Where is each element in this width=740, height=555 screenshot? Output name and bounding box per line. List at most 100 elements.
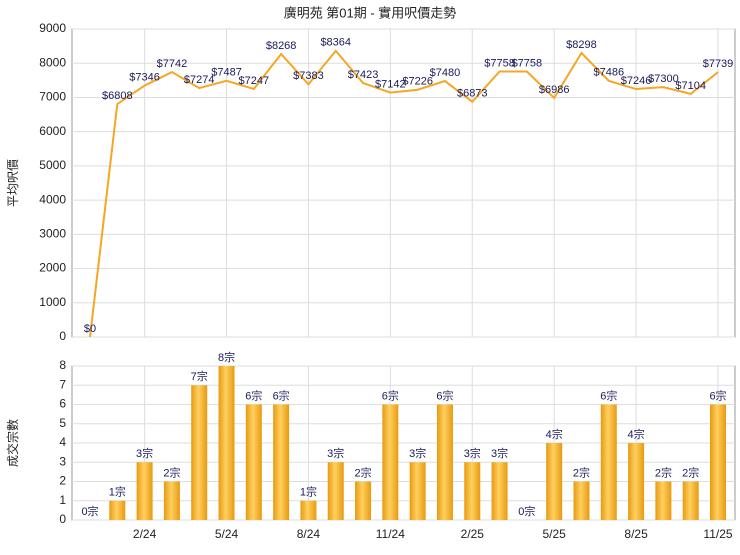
y-tick-label: 6 [59,397,66,411]
y-tick-label: 8 [59,358,66,372]
data-label: $8364 [320,37,351,49]
y-tick-label: 0 [59,329,66,343]
data-label: $7758 [484,57,515,69]
data-label: 2宗 [682,465,699,479]
x-tick-label: 11/24 [376,527,405,541]
x-tick-label: 5/24 [215,527,239,541]
data-label: $7246 [621,75,652,87]
x-tick-label: 5/25 [542,527,566,541]
y-tick-label: 5000 [39,158,66,172]
bar [409,462,426,520]
data-label: $7226 [402,76,433,88]
data-label: 4宗 [546,427,563,441]
y-axis-label: 平均呎價 [6,159,20,207]
y-axis-label: 成交宗數 [5,419,20,467]
x-tick-label: 2/24 [133,527,157,541]
y-tick-label: 3000 [39,227,66,241]
data-label: 3宗 [491,446,508,460]
plot-area [71,28,736,338]
bar [273,404,290,520]
bar [355,481,372,520]
data-label: 3宗 [136,446,153,460]
data-label: $7274 [184,74,215,86]
data-label: 6宗 [436,388,453,402]
data-label: 0宗 [81,504,98,518]
x-tick-label: 8/24 [297,527,321,541]
bar [382,404,399,520]
data-label: $7423 [348,69,379,81]
data-label: 3宗 [409,446,426,460]
bar [464,462,481,520]
data-label: 6宗 [382,388,399,402]
data-label: 3宗 [327,446,344,460]
bar [710,404,726,520]
data-label: $7300 [648,73,679,85]
data-label: $7104 [675,80,706,92]
x-tick-label: 2/25 [461,527,485,541]
data-label: $7742 [157,58,188,70]
data-label: $6873 [457,88,488,100]
y-tick-label: 1 [59,493,66,507]
y-tick-label: 7 [59,377,66,391]
bar [491,462,508,520]
y-tick-label: 2 [59,474,66,488]
data-label: $7480 [430,67,461,79]
y-tick-label: 2000 [39,261,66,275]
bar [546,443,563,520]
y-tick-label: 3 [59,454,66,468]
data-label: 6宗 [600,388,617,402]
data-label: 2宗 [573,465,590,479]
data-label: 1宗 [109,485,126,499]
bar [655,481,672,520]
data-label: $8298 [566,39,597,51]
x-tick-label: 8/25 [624,527,648,541]
data-label: 4宗 [628,427,645,441]
chart-title: 廣明苑 第01期 - 實用呎價走勢 [284,5,457,20]
bar [218,366,235,520]
y-tick-label: 9000 [39,21,66,35]
data-label: 1宗 [300,485,317,499]
bar [573,481,590,520]
line [89,49,719,338]
data-label: $7383 [293,70,324,82]
bar [109,500,126,520]
data-label: 2宗 [655,465,672,479]
data-label: 7宗 [191,369,208,383]
y-tick-label: 4000 [39,192,66,206]
bar [682,481,699,520]
data-label: $7486 [593,67,624,79]
bar [628,443,645,520]
data-label: $7247 [239,75,270,87]
x-tick-label: 11/25 [703,527,732,541]
data-label: 6宗 [709,388,726,402]
y-tick-label: 8000 [39,55,66,69]
data-label: $7739 [703,58,734,70]
data-label: $7487 [211,67,242,79]
bar [327,462,344,520]
data-label: $0 [84,323,96,335]
data-label: $7346 [129,72,160,84]
data-label: 0宗 [518,504,535,518]
bar [136,462,153,520]
bar [300,500,317,520]
data-label: 8宗 [218,350,235,364]
data-label: 6宗 [273,388,290,402]
y-tick-label: 1000 [39,295,66,309]
data-label: 2宗 [354,465,371,479]
y-tick-label: 6000 [39,124,66,138]
bar [600,404,617,520]
y-tick-label: 5 [59,416,66,430]
y-tick-label: 4 [59,435,66,449]
data-label: $8268 [266,40,297,52]
data-label: $6986 [539,84,570,96]
data-label: $7142 [375,78,406,90]
data-label: $7758 [512,57,543,69]
data-label: $6808 [102,90,133,102]
y-tick-label: 0 [59,512,66,526]
y-tick-label: 7000 [39,90,66,104]
data-label: 3宗 [464,446,481,460]
bar [436,404,453,520]
data-label: 2宗 [163,465,180,479]
bar [191,385,208,520]
